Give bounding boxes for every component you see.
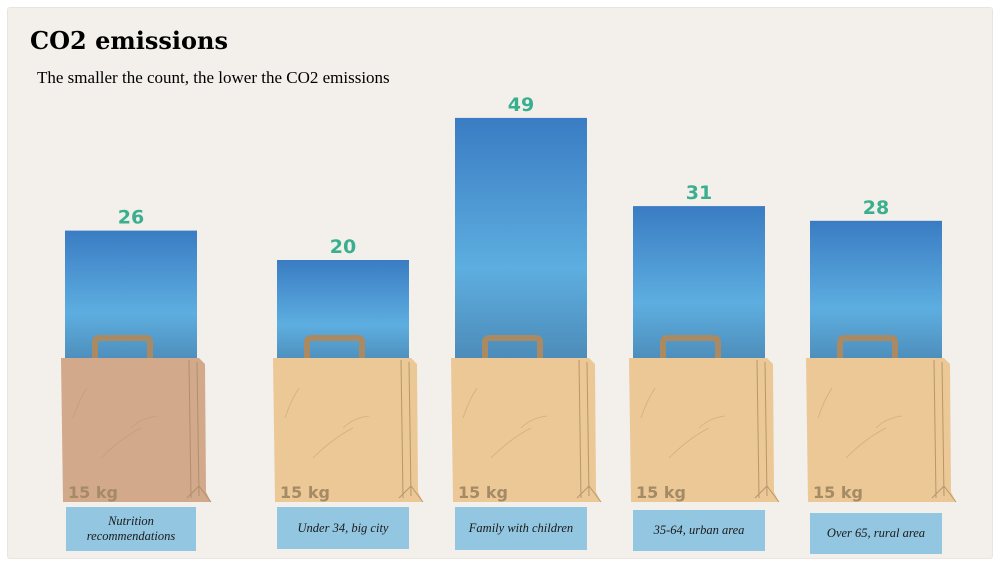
paper-bag-icon xyxy=(806,358,956,502)
paper-bag-icon xyxy=(273,358,423,502)
bar xyxy=(65,230,197,368)
bag-fold-lines xyxy=(398,359,424,503)
bag-weight-label: 15 kg xyxy=(68,483,118,502)
bag-texture xyxy=(284,387,370,459)
category-label: Over 65, rural area xyxy=(810,513,942,554)
bag-texture xyxy=(817,387,903,459)
bag-handle-icon xyxy=(482,335,543,368)
bar-value-label: 31 xyxy=(686,182,712,204)
category-label: Under 34, big city xyxy=(277,507,409,549)
chart-subtitle: The smaller the count, the lower the CO2… xyxy=(37,68,390,87)
category-label: Nutrition recommendations xyxy=(66,507,196,551)
bar xyxy=(810,220,942,368)
bar xyxy=(633,206,765,368)
bag-handle-icon xyxy=(837,335,898,368)
bag-fold-lines xyxy=(754,359,780,503)
bar-value-label: 26 xyxy=(118,207,144,229)
bag-fold-lines xyxy=(576,359,602,503)
bag-weight-label: 15 kg xyxy=(280,483,330,502)
bag-weight-label: 15 kg xyxy=(458,483,508,502)
bag-texture xyxy=(72,387,158,459)
paper-bag-icon xyxy=(451,358,601,502)
category-label: Family with children xyxy=(455,507,587,550)
bar xyxy=(455,117,587,369)
paper-bag-icon xyxy=(61,358,211,502)
bag-weight-label: 15 kg xyxy=(636,483,686,502)
category-label: 35-64, urban area xyxy=(633,510,765,551)
bar xyxy=(277,260,409,368)
chart-title: CO2 emissions xyxy=(30,26,228,55)
bag-handle-icon xyxy=(660,335,721,368)
bag-fold-lines xyxy=(186,359,212,503)
paper-bag-icon xyxy=(629,358,779,502)
bar-value-label: 49 xyxy=(508,94,534,116)
bag-weight-label: 15 kg xyxy=(813,483,863,502)
bar-value-label: 28 xyxy=(863,197,889,219)
bag-fold-lines xyxy=(931,359,957,503)
bag-texture xyxy=(462,387,548,459)
bag-texture xyxy=(640,387,726,459)
bag-handle-icon xyxy=(92,335,153,368)
bag-handle-icon xyxy=(304,335,365,368)
bar-value-label: 20 xyxy=(330,236,356,258)
